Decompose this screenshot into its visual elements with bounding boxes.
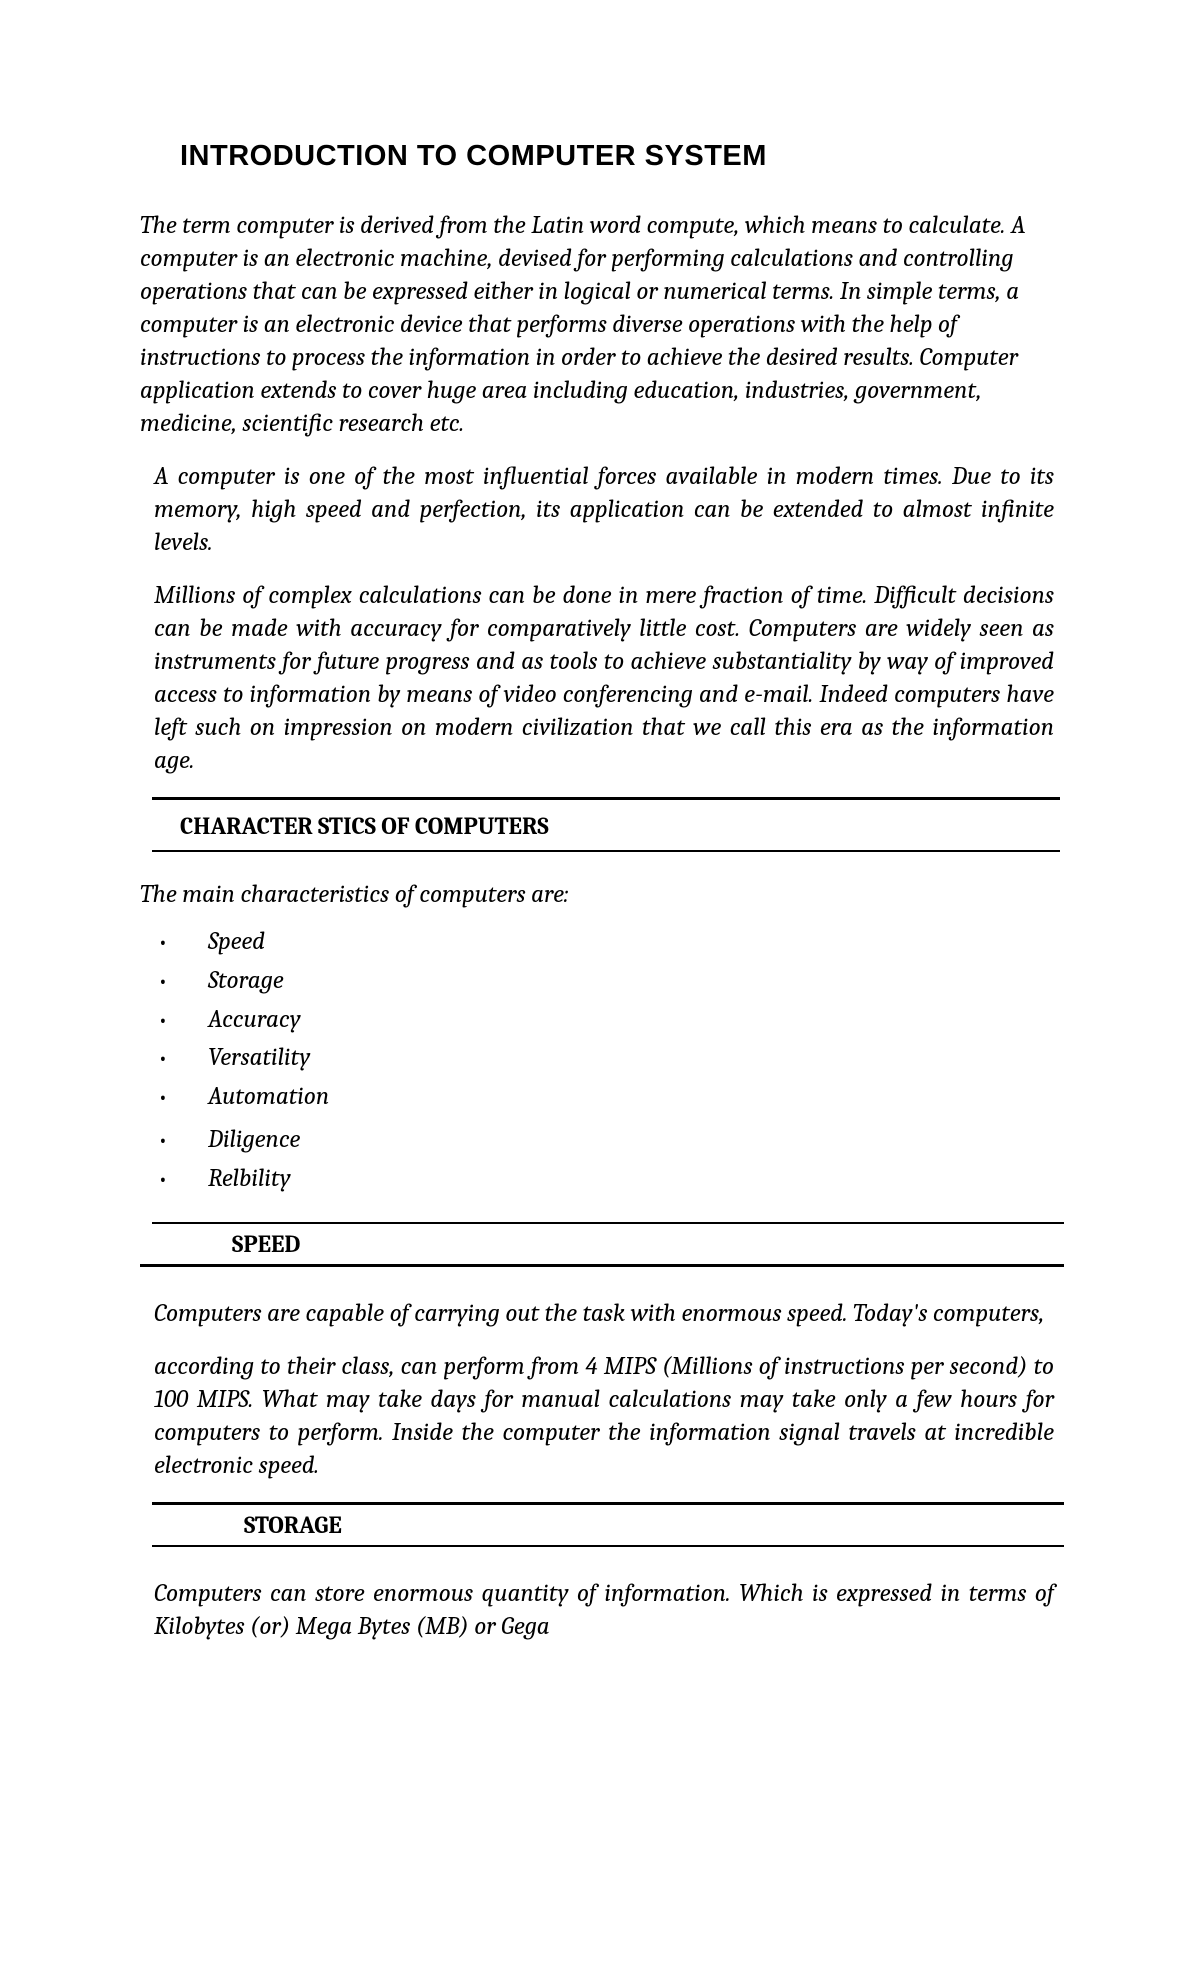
speed-paragraph-1: Computers are capable of carrying out th… [154,1297,1054,1330]
list-item: •Diligence [158,1121,1060,1160]
characteristics-section: CHARACTER STICS OF COMPUTERS [152,797,1060,852]
document-page: INTRODUCTION TO COMPUTER SYSTEM The term… [0,0,1200,1976]
speed-body: Computers are capable of carrying out th… [140,1297,1060,1482]
characteristics-list: •Speed •Storage •Accuracy •Versatility •… [140,923,1060,1117]
list-item-label: Storage [208,962,284,1001]
storage-heading: STORAGE [244,1511,342,1539]
speed-heading-box: SPEED [140,1224,1064,1267]
list-item-label: Relbility [208,1160,291,1199]
speed-heading: SPEED [232,1230,300,1258]
storage-section: STORAGE [152,1502,1064,1547]
list-item-label: Diligence [208,1121,300,1160]
bullet-icon: • [158,1041,208,1075]
characteristics-intro: The main characteristics of computers ar… [140,880,1060,909]
storage-body: Computers can store enormous quantity of… [140,1577,1060,1643]
list-item: •Accuracy [158,1001,1060,1040]
speed-rule: SPEED [152,1222,1064,1267]
list-item: •Speed [158,923,1060,962]
storage-rule: STORAGE [152,1502,1064,1547]
list-item-label: Accuracy [208,1001,301,1040]
bullet-icon: • [158,964,208,998]
intro-paragraph-1: The term computer is derived from the La… [140,209,1060,440]
list-item: •Relbility [158,1160,1060,1199]
bullet-icon: • [158,1003,208,1037]
list-item: •Automation [158,1078,1060,1117]
list-item: •Versatility [158,1039,1060,1078]
intro-indent-block: A computer is one of the most influentia… [140,460,1060,777]
bullet-icon: • [158,925,208,959]
storage-paragraph-1: Computers can store enormous quantity of… [154,1577,1054,1643]
storage-heading-box: STORAGE [152,1505,1064,1547]
speed-section: SPEED [152,1222,1064,1267]
characteristics-heading: CHARACTER STICS OF COMPUTERS [180,812,549,840]
characteristics-heading-box: CHARACTER STICS OF COMPUTERS [152,800,1060,852]
page-title: INTRODUCTION TO COMPUTER SYSTEM [180,140,1060,173]
list-item: •Storage [158,962,1060,1001]
list-item-label: Versatility [208,1039,310,1078]
intro-paragraph-3: Millions of complex calculations can be … [154,579,1054,777]
characteristics-list-tight: •Diligence •Relbility [140,1121,1060,1199]
intro-paragraph-2: A computer is one of the most influentia… [154,460,1054,559]
speed-paragraph-2: according to their class, can perform fr… [154,1350,1054,1482]
list-item-label: Speed [208,923,265,962]
bullet-icon: • [158,1162,208,1196]
list-item-label: Automation [208,1078,329,1117]
bullet-icon: • [158,1123,208,1157]
bullet-icon: • [158,1080,208,1114]
